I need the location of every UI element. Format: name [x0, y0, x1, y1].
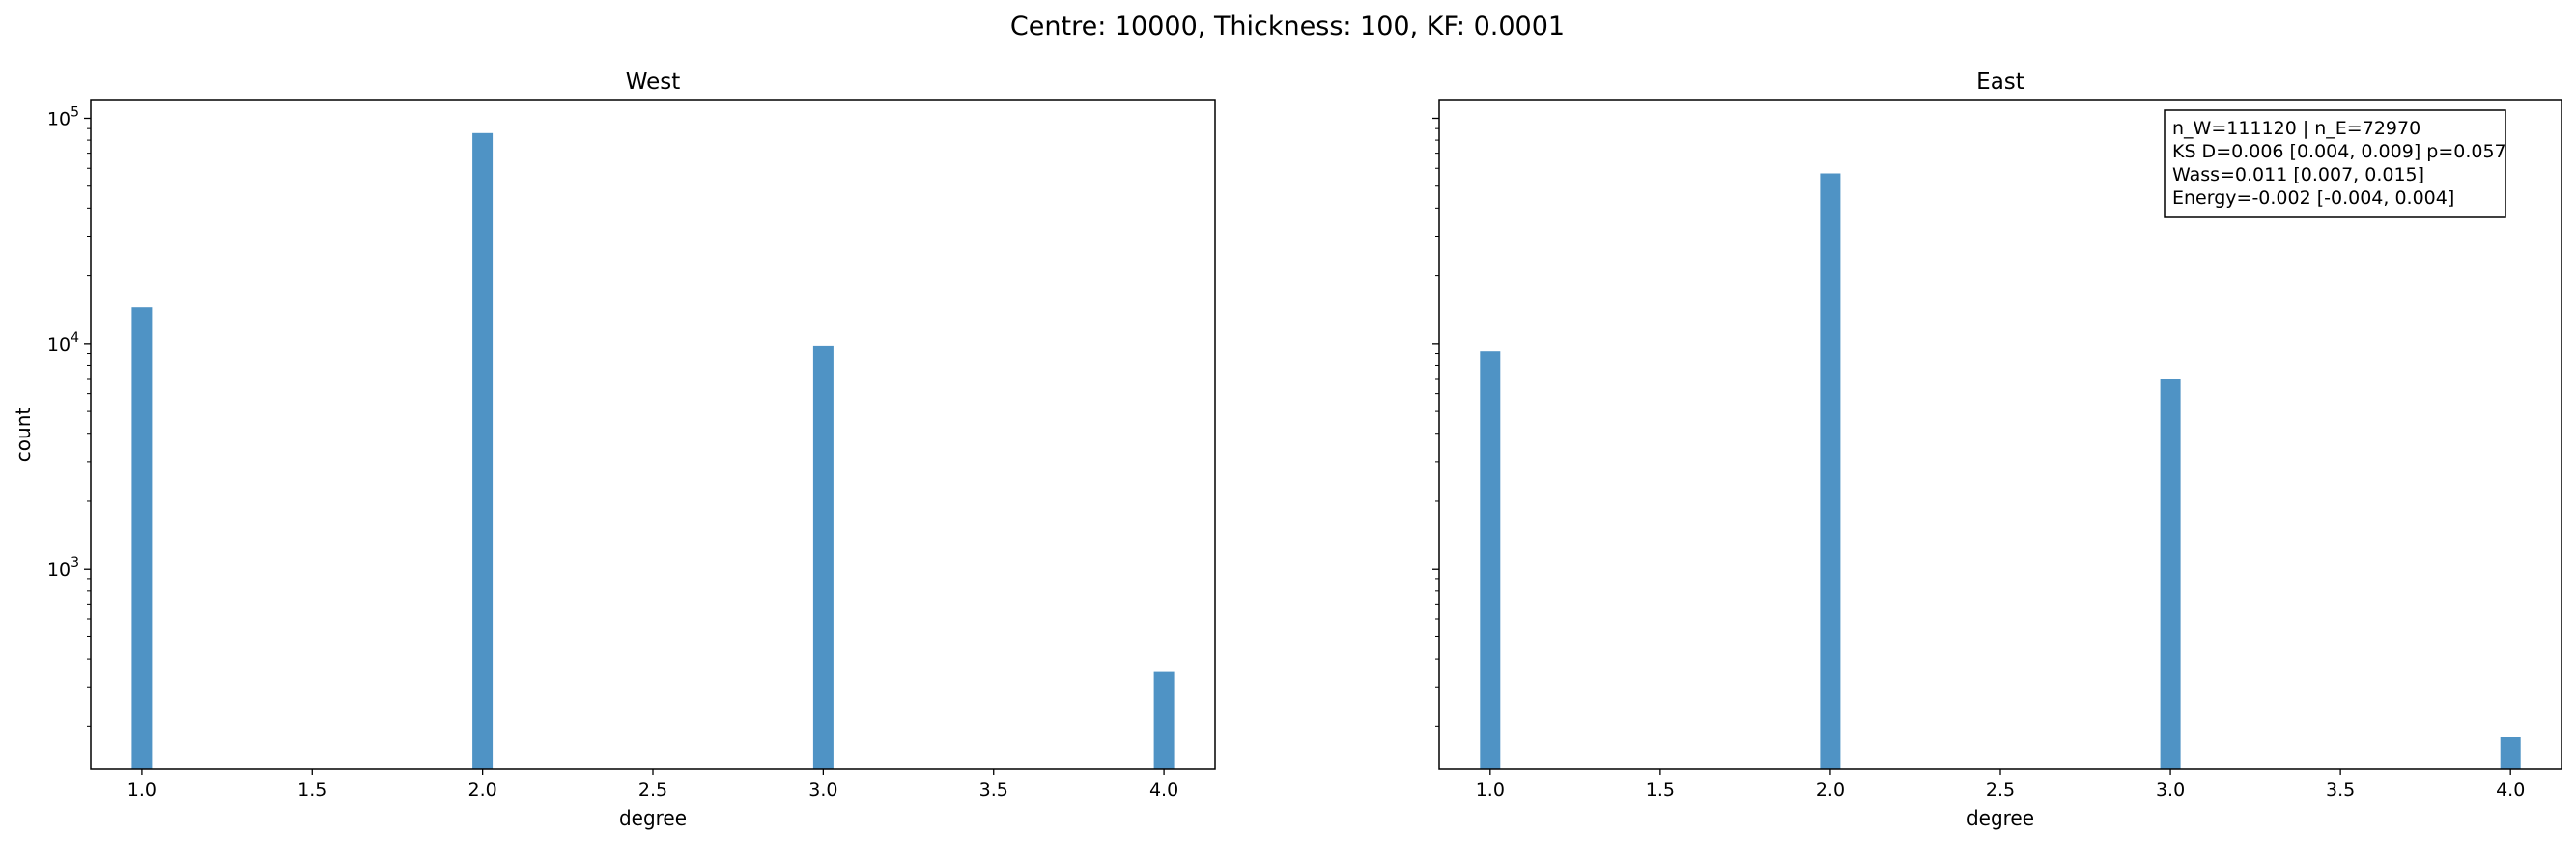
xtick-label: 2.0 — [1816, 779, 1845, 801]
panel-east: East 1.0 1.5 2.0 2.5 3.0 3.5 4.0 degree n_W=11… — [1432, 70, 2562, 830]
bar-east-3 — [2160, 379, 2181, 769]
panel-east-frame — [1438, 99, 2562, 770]
xtick-label: 4.0 — [2496, 779, 2525, 801]
panel-east-bars — [1480, 173, 2521, 769]
panel-east-xticks: 1.0 1.5 2.0 2.5 3.0 3.5 4.0 — [1476, 769, 2525, 801]
panel-west-title: West — [626, 70, 681, 95]
bar-east-1 — [1480, 351, 1501, 769]
figure-suptitle: Centre: 10000, Thickness: 100, KF: 0.000… — [1010, 12, 1565, 42]
panel-west-xticks: 1.0 1.5 2.0 2.5 3.0 3.5 4.0 — [127, 769, 1178, 801]
ytick-label: 103 — [47, 555, 79, 580]
xtick-label: 2.5 — [1986, 779, 2015, 801]
xtick-label: 4.0 — [1149, 779, 1178, 801]
xtick-label: 1.0 — [1476, 779, 1505, 801]
stats-line-counts: n_W=111120 | n_E=72970 — [2172, 118, 2420, 139]
bar-west-2 — [472, 132, 494, 770]
xtick-label: 2.5 — [638, 779, 667, 801]
bar-east-2 — [1820, 173, 1841, 769]
panel-west-ylabel: count — [12, 408, 35, 463]
stats-line-wass: Wass=0.011 [0.007, 0.015] — [2172, 164, 2424, 185]
stats-annotation-frame — [2164, 109, 2506, 218]
panel-west-yticks: 103 104 105 — [47, 104, 91, 727]
xtick-label: 3.5 — [2326, 779, 2355, 801]
bar-east-4 — [2500, 737, 2521, 769]
stats-annotation-box: n_W=111120 | n_E=72970 KS D=0.006 [0.004… — [2164, 109, 2506, 218]
panel-west: West 1.0 1.5 2.0 2.5 3.0 3.5 4.0 103 104 105 deg… — [12, 70, 1216, 830]
panel-west-bars — [131, 132, 1175, 770]
xtick-label: 1.0 — [127, 779, 156, 801]
xtick-label: 1.5 — [1646, 779, 1675, 801]
panel-east-yticks — [1432, 117, 1439, 727]
panel-west-frame — [90, 99, 1216, 770]
ytick-label: 104 — [47, 330, 79, 355]
xtick-label: 2.0 — [468, 779, 497, 801]
xtick-label: 3.5 — [979, 779, 1008, 801]
bar-west-1 — [131, 307, 153, 769]
panel-east-title: East — [1976, 70, 2024, 95]
stats-line-ks: KS D=0.006 [0.004, 0.009] p=0.057 — [2172, 141, 2506, 162]
xtick-label: 3.0 — [2156, 779, 2185, 801]
bar-west-4 — [1153, 671, 1175, 769]
bar-west-3 — [812, 345, 834, 769]
stats-line-energy: Energy=-0.002 [-0.004, 0.004] — [2172, 187, 2454, 209]
xtick-label: 3.0 — [808, 779, 837, 801]
xtick-label: 1.5 — [297, 779, 326, 801]
ytick-label: 105 — [47, 104, 79, 129]
panel-west-xlabel: degree — [619, 806, 687, 830]
panel-east-xlabel: degree — [1967, 806, 2034, 830]
